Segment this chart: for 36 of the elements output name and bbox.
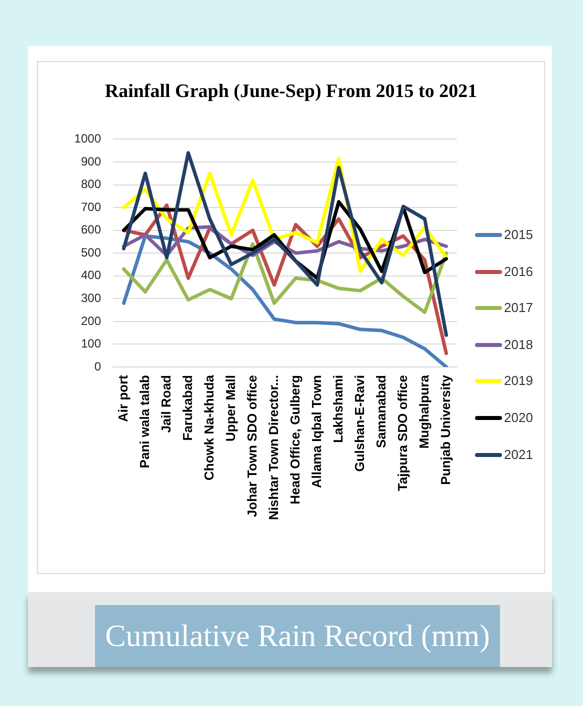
x-tick-label: Head Office, Gulberg <box>287 374 302 504</box>
x-tick-label: Chowk Na-khuda <box>201 374 216 480</box>
y-tick-label: 400 <box>80 268 102 282</box>
y-tick-label: 700 <box>80 200 102 214</box>
y-tick-label: 300 <box>80 290 102 305</box>
x-tick-label: Jail Road <box>158 374 174 433</box>
y-tick-label: 600 <box>80 222 102 237</box>
x-tick-label: Johar Town SDO office <box>244 375 260 518</box>
x-tick-label: Farukabad <box>180 374 195 441</box>
legend-label: 2016 <box>504 264 533 280</box>
y-tick-label: 200 <box>80 314 102 328</box>
x-tick-label: Punjab University <box>438 374 453 485</box>
legend-label: 2015 <box>504 227 533 243</box>
y-tick-label: 0 <box>94 359 102 374</box>
x-tick-label: Lakhshami <box>330 375 346 443</box>
x-tick-label: Allama Iqbal Town <box>308 374 324 488</box>
x-tick-label: Samanabad <box>373 374 388 448</box>
y-tick-label: 1000 <box>74 132 102 146</box>
legend-label: 2021 <box>504 446 533 463</box>
x-tick-label: Nishtar Town Director... <box>266 375 281 520</box>
x-tick-label: Air port <box>115 374 130 422</box>
x-tick-label: Tajpura SDO office <box>394 375 410 492</box>
x-tick-label: Pani wala talab <box>136 374 152 468</box>
chart-title: Rainfall Graph (June-Sep) From 2015 to 2021 <box>104 80 478 104</box>
text: Cumulative Rain Record (mm) <box>95 605 500 667</box>
x-tick-label: Mughalpura <box>416 374 432 449</box>
legend-label: 2018 <box>504 336 533 353</box>
x-tick-label: Gulshan-E-Ravi <box>352 375 367 472</box>
legend-label: 2017 <box>504 300 533 316</box>
y-tick-label: 800 <box>80 177 102 192</box>
y-tick-label: 500 <box>80 245 102 260</box>
x-tick-label: Upper Mall <box>222 375 238 442</box>
y-tick-label: 100 <box>80 336 102 351</box>
y-tick-label: 900 <box>80 154 102 168</box>
legend-label: 2020 <box>504 410 533 426</box>
legend-label: 2019 <box>504 373 533 390</box>
